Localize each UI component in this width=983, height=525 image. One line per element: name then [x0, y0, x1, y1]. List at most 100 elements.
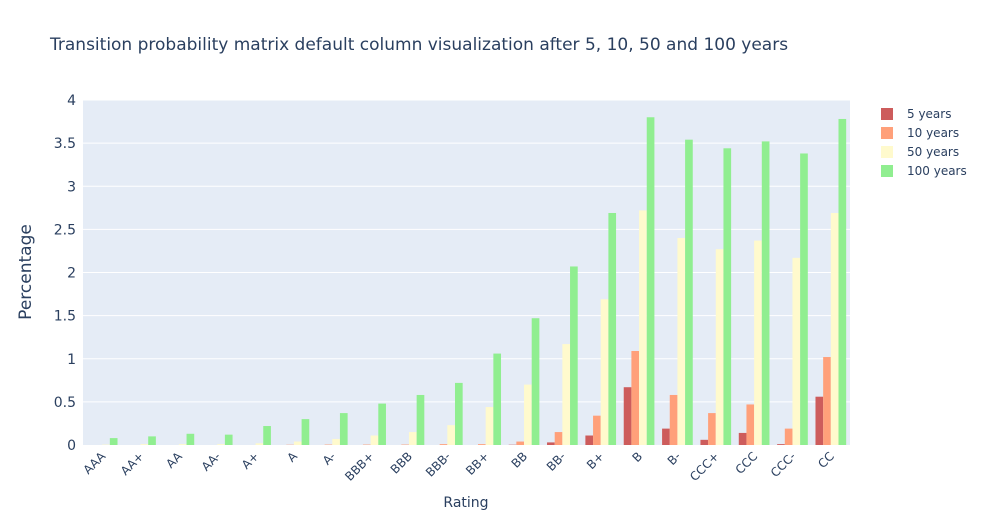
bar-CC-50-years[interactable]: [830, 212, 839, 445]
bar-B-10-years[interactable]: [631, 350, 640, 445]
bar-AA+-100-years[interactable]: [148, 436, 156, 445]
y-tick-label: 4: [67, 93, 76, 109]
bar-BB-10-years[interactable]: [516, 441, 525, 445]
x-tick-label: B+: [584, 449, 607, 472]
gridlines: [83, 99, 850, 403]
bar-BBB+-100-years[interactable]: [378, 403, 386, 445]
x-axis-ticks: AAA AA+ AA AA- A+ A A- BBB+ BBB BBB- BB+ BB BB- B+ B B-…: [81, 449, 837, 484]
bar-CC-100-years[interactable]: [838, 118, 847, 445]
bar-CCC-5-years[interactable]: [738, 432, 747, 445]
bar-BBB--50-years[interactable]: [447, 425, 455, 445]
bar-CCC--50-years[interactable]: [792, 257, 801, 445]
x-tick-label: CCC+: [687, 449, 722, 484]
bar-CCC--5-years[interactable]: [777, 444, 785, 445]
bar-CCC-100-years[interactable]: [761, 141, 770, 445]
bar-BB-50-years[interactable]: [524, 384, 532, 445]
y-tick-label: 1: [67, 352, 76, 368]
bar-BB--100-years[interactable]: [570, 266, 578, 445]
bar-B--5-years[interactable]: [662, 428, 670, 445]
x-tick-label: AA-: [199, 449, 224, 474]
bar-AA-100-years[interactable]: [186, 433, 195, 445]
x-tick-label: CC: [815, 449, 837, 471]
x-tick-label: BB-: [544, 449, 569, 474]
bar-BB--5-years[interactable]: [547, 442, 555, 445]
bar-BB+-10-years[interactable]: [478, 444, 486, 445]
bar-A-100-years[interactable]: [301, 419, 310, 445]
legend-label[interactable]: 50 years: [907, 145, 959, 159]
bar-A+-50-years[interactable]: [255, 443, 264, 445]
legend-label[interactable]: 5 years: [907, 107, 951, 121]
bar-CCC-50-years[interactable]: [754, 240, 762, 445]
bar-BB+-50-years[interactable]: [485, 407, 494, 445]
bar-AA+-50-years[interactable]: [140, 444, 149, 445]
bar-BBB--10-years[interactable]: [439, 444, 448, 445]
bar-BB--10-years[interactable]: [554, 432, 563, 445]
bar-AA-50-years[interactable]: [178, 444, 187, 445]
bar-BBB+-50-years[interactable]: [370, 435, 379, 445]
bar-A-50-years[interactable]: [293, 441, 302, 445]
y-tick-label: 1.5: [54, 309, 76, 325]
legend-label[interactable]: 100 years: [907, 164, 967, 178]
bar-B+-10-years[interactable]: [593, 415, 601, 445]
legend-swatch[interactable]: [881, 165, 893, 177]
x-tick-label: CCC-: [768, 449, 799, 480]
bar-CCC-10-years[interactable]: [746, 404, 755, 445]
bar-CCC+-10-years[interactable]: [708, 413, 716, 445]
y-tick-label: 3.5: [54, 136, 76, 152]
bar-A--50-years[interactable]: [332, 438, 340, 445]
y-tick-label: 2.5: [54, 222, 76, 238]
bar-CCC+-5-years[interactable]: [700, 439, 709, 445]
y-tick-label: 0.5: [54, 395, 76, 411]
bar-BB+-100-years[interactable]: [493, 353, 502, 445]
bar-B--50-years[interactable]: [677, 238, 686, 445]
x-tick-label: A: [284, 449, 300, 465]
legend[interactable]: 5 years 10 years 50 years 100 years: [881, 107, 967, 178]
legend-swatch[interactable]: [881, 146, 893, 158]
bar-BBB-100-years[interactable]: [416, 394, 425, 445]
bar-B-5-years[interactable]: [623, 387, 632, 445]
bar-CCC--100-years[interactable]: [800, 153, 808, 445]
x-tick-label: B-: [665, 449, 684, 468]
bar-A--100-years[interactable]: [339, 413, 348, 445]
x-tick-label: CCC: [733, 449, 761, 477]
bar-B--10-years[interactable]: [669, 394, 678, 445]
y-axis-title: Percentage: [16, 224, 36, 320]
x-tick-label: AA: [163, 449, 185, 471]
legend-swatch[interactable]: [881, 108, 893, 120]
bars: [102, 117, 847, 446]
bar-CCC+-50-years[interactable]: [715, 249, 724, 445]
bar-B+-50-years[interactable]: [600, 299, 609, 445]
bar-BB--50-years[interactable]: [562, 344, 571, 445]
bar-BBB-50-years[interactable]: [408, 432, 417, 445]
chart-title: Transition probability matrix default co…: [49, 35, 788, 55]
y-tick-label: 2: [67, 266, 76, 282]
bar-AA--50-years[interactable]: [217, 444, 225, 445]
y-tick-label: 0: [67, 438, 76, 454]
bar-B+-100-years[interactable]: [608, 212, 617, 445]
legend-label[interactable]: 10 years: [907, 126, 959, 140]
x-tick-label: A-: [320, 449, 339, 468]
x-axis-title: Rating: [443, 495, 488, 511]
bar-AAA-100-years[interactable]: [109, 438, 118, 445]
bar-B-100-years[interactable]: [646, 117, 655, 445]
y-tick-label: 3: [67, 179, 76, 195]
y-axis-ticks: 0 0.5 1 1.5 2 2.5 3 3.5 4: [54, 93, 76, 454]
x-tick-label: AA+: [118, 449, 147, 478]
legend-swatch[interactable]: [881, 127, 893, 139]
bar-BB-100-years[interactable]: [531, 318, 540, 445]
x-tick-label: BB+: [463, 449, 492, 478]
x-tick-label: BBB+: [342, 449, 376, 483]
bar-CC-10-years[interactable]: [823, 357, 831, 445]
bar-B-50-years[interactable]: [639, 210, 647, 445]
x-tick-label: B: [629, 449, 645, 465]
bar-A+-100-years[interactable]: [263, 426, 271, 445]
bar-CCC--10-years[interactable]: [784, 428, 793, 445]
bar-CCC+-100-years[interactable]: [723, 148, 732, 446]
bar-AA--100-years[interactable]: [224, 434, 233, 445]
bar-B--100-years[interactable]: [685, 139, 693, 446]
bar-B+-5-years[interactable]: [585, 435, 594, 445]
x-tick-label: BB: [509, 449, 531, 471]
bar-CC-5-years[interactable]: [815, 396, 824, 445]
bar-BBB--100-years[interactable]: [454, 382, 463, 445]
